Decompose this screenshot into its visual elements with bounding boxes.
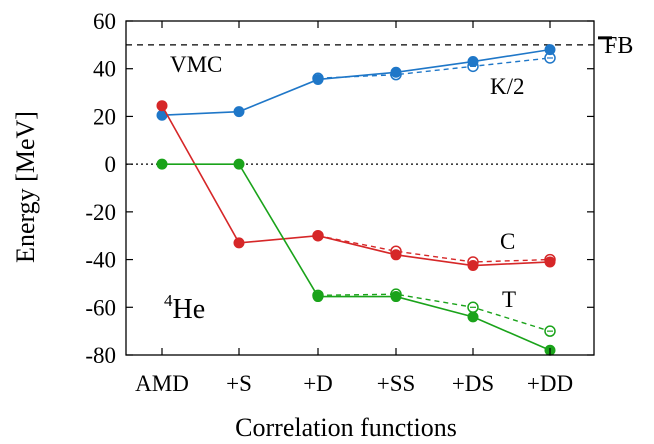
series-1-solid-line — [161, 105, 551, 267]
series-2-point — [156, 158, 168, 170]
series-1 — [156, 100, 556, 272]
series-2-point — [233, 158, 245, 170]
series-1-point — [156, 100, 168, 112]
series-0-point — [544, 44, 556, 56]
axes-layer: -80 -60 -40 -20 0 20 40 60 AMD +S +D +SS +DS +DD — [85, 9, 595, 396]
y-tick-label: -20 — [85, 200, 116, 225]
series-2-point — [312, 291, 324, 303]
series-2-solid-line — [162, 163, 551, 351]
series-1-dashed-line — [317, 235, 551, 263]
series-0-point — [312, 73, 324, 85]
series-label-0: K/2 — [490, 74, 525, 99]
y-tick-label: 20 — [93, 104, 116, 129]
x-tick-label: +SS — [377, 371, 416, 396]
nucleus-annotation: 4He — [164, 291, 205, 325]
series-2 — [156, 158, 556, 356]
y-tick-label: 0 — [105, 152, 117, 177]
text-layer: Energy [MeV] Correlation functions FB VM… — [11, 33, 633, 442]
series-0-point — [233, 106, 245, 118]
series-2-point — [467, 311, 479, 323]
x-tick-label: +D — [303, 371, 333, 396]
x-tick-label: AMD — [135, 371, 189, 396]
y-tick-label: -60 — [85, 295, 116, 320]
y-tick-label: 40 — [93, 57, 116, 82]
series-layer — [156, 44, 556, 356]
x-tick-label: +DD — [527, 371, 573, 396]
y-tick-label: -80 — [85, 343, 116, 368]
nucleus-symbol: He — [173, 294, 206, 325]
series-1-point — [390, 249, 402, 261]
plot-frame — [125, 20, 595, 356]
y-axis-label: Energy [MeV] — [11, 111, 40, 263]
nucleus-mass-number: 4 — [164, 291, 173, 310]
series-1-point — [544, 256, 556, 268]
series-0-point — [390, 66, 402, 78]
x-tick-label: +S — [226, 371, 252, 396]
series-label-2: T — [502, 287, 516, 312]
x-axis-label: Correlation functions — [235, 413, 457, 442]
series-0 — [156, 44, 556, 121]
series-2-dashed-line — [317, 293, 551, 332]
series-0-point — [467, 56, 479, 68]
y-tick-label: 60 — [93, 9, 116, 34]
series-0-solid-line — [161, 48, 551, 117]
series-1-point — [312, 230, 324, 242]
reference-label-fb: FB — [604, 33, 633, 59]
series-2-point — [390, 291, 402, 303]
vmc-annotation: VMC — [170, 52, 222, 77]
x-tick-label: +DS — [452, 371, 494, 396]
y-tick-label: -40 — [85, 248, 116, 273]
series-1-point — [467, 260, 479, 272]
series-label-1: C — [500, 229, 515, 254]
guide-lines — [126, 36, 612, 165]
series-1-point — [233, 237, 245, 249]
